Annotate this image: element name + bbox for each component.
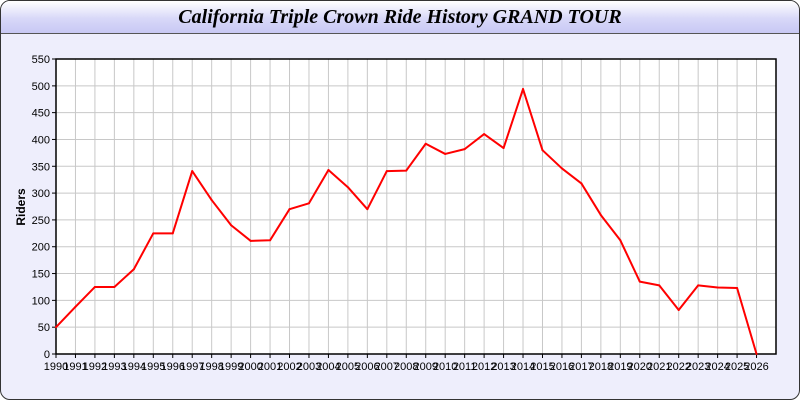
x-tick-label: 1991 xyxy=(63,361,87,373)
data-point xyxy=(697,284,700,287)
data-point xyxy=(327,169,330,172)
x-tick-label: 2004 xyxy=(316,361,340,373)
x-tick-label: 2025 xyxy=(725,361,749,373)
plot-area xyxy=(56,59,776,354)
x-tick-label: 2005 xyxy=(336,361,360,373)
data-point xyxy=(522,88,525,91)
data-point xyxy=(638,280,641,283)
y-tick-label: 550 xyxy=(32,54,50,66)
x-tick-label: 2008 xyxy=(394,361,418,373)
data-point xyxy=(366,208,369,211)
y-tick-label: 200 xyxy=(32,242,50,254)
y-tick-label: 250 xyxy=(32,215,50,227)
data-point xyxy=(269,239,272,242)
y-axis-label: Riders xyxy=(14,188,28,226)
data-point xyxy=(502,147,505,150)
data-point xyxy=(249,239,252,242)
plot-border xyxy=(55,58,777,355)
y-tick-label: 400 xyxy=(32,134,50,146)
x-tick-label: 2002 xyxy=(277,361,301,373)
data-point xyxy=(288,208,291,211)
x-tick-label: 2013 xyxy=(491,361,515,373)
data-point xyxy=(171,232,174,235)
data-point xyxy=(677,309,680,312)
x-tick-label: 2012 xyxy=(472,361,496,373)
data-point xyxy=(93,285,96,288)
y-tick-label: 150 xyxy=(32,269,50,281)
data-point xyxy=(599,214,602,217)
x-tick-label: 2011 xyxy=(453,361,477,373)
x-tick-label: 1999 xyxy=(219,361,243,373)
data-point xyxy=(405,169,408,172)
data-point xyxy=(346,186,349,189)
x-tick-label: 2024 xyxy=(705,361,729,373)
x-tick-label: 2021 xyxy=(647,361,671,373)
data-point xyxy=(736,287,739,290)
y-tick-label: 500 xyxy=(32,81,50,93)
x-tick-label: 2022 xyxy=(666,361,690,373)
data-point xyxy=(74,305,77,308)
data-point xyxy=(463,148,466,151)
x-tick-label: 2006 xyxy=(355,361,379,373)
data-point xyxy=(132,268,135,271)
y-tick-label: 350 xyxy=(32,161,50,173)
x-tick-label: 2001 xyxy=(258,361,282,373)
data-point xyxy=(619,239,622,242)
data-point xyxy=(541,149,544,152)
data-point xyxy=(716,286,719,289)
x-tick-label: 2016 xyxy=(550,361,574,373)
chart-title: California Triple Crown Ride History GRA… xyxy=(178,6,622,28)
data-point xyxy=(444,152,447,155)
y-tick-label: 300 xyxy=(32,188,50,200)
x-tick-label: 2003 xyxy=(297,361,321,373)
x-tick-label: 1990 xyxy=(44,361,68,373)
x-tick-label: 2007 xyxy=(375,361,399,373)
data-point xyxy=(113,285,116,288)
title-banner: California Triple Crown Ride History GRA… xyxy=(1,1,799,34)
x-tick-label: 2000 xyxy=(238,361,262,373)
x-tick-label: 2023 xyxy=(686,361,710,373)
data-point xyxy=(210,199,213,202)
data-point xyxy=(424,142,427,145)
data-point xyxy=(55,326,57,329)
data-point xyxy=(152,232,155,235)
x-tick-label: 1992 xyxy=(83,361,107,373)
x-tick-label: 1996 xyxy=(161,361,185,373)
data-point xyxy=(385,170,388,173)
data-point xyxy=(307,202,310,205)
data-point xyxy=(580,182,583,185)
x-tick-label: 2018 xyxy=(589,361,613,373)
x-tick-label: 2015 xyxy=(530,361,554,373)
y-tick-label: 0 xyxy=(44,349,50,361)
x-tick-label: 2017 xyxy=(569,361,593,373)
x-tick-label: 2026 xyxy=(744,361,768,373)
x-tick-label: 2020 xyxy=(628,361,652,373)
x-tick-label: 2014 xyxy=(511,361,535,373)
y-tick-label: 450 xyxy=(32,108,50,120)
x-tick-label: 1997 xyxy=(180,361,204,373)
x-tick-label: 1994 xyxy=(122,361,146,373)
data-point xyxy=(483,133,486,136)
x-tick-label: 1998 xyxy=(199,361,223,373)
x-tick-label: 2019 xyxy=(608,361,632,373)
data-point xyxy=(658,284,661,287)
data-point xyxy=(560,167,563,170)
data-point xyxy=(755,353,758,355)
y-tick-label: 50 xyxy=(38,322,50,334)
y-tick-label: 100 xyxy=(32,295,50,307)
data-point xyxy=(230,224,233,227)
data-point xyxy=(191,170,194,173)
x-tick-label: 1993 xyxy=(102,361,126,373)
x-tick-label: 2009 xyxy=(413,361,437,373)
x-tick-label: 1995 xyxy=(141,361,165,373)
x-tick-label: 2010 xyxy=(433,361,457,373)
